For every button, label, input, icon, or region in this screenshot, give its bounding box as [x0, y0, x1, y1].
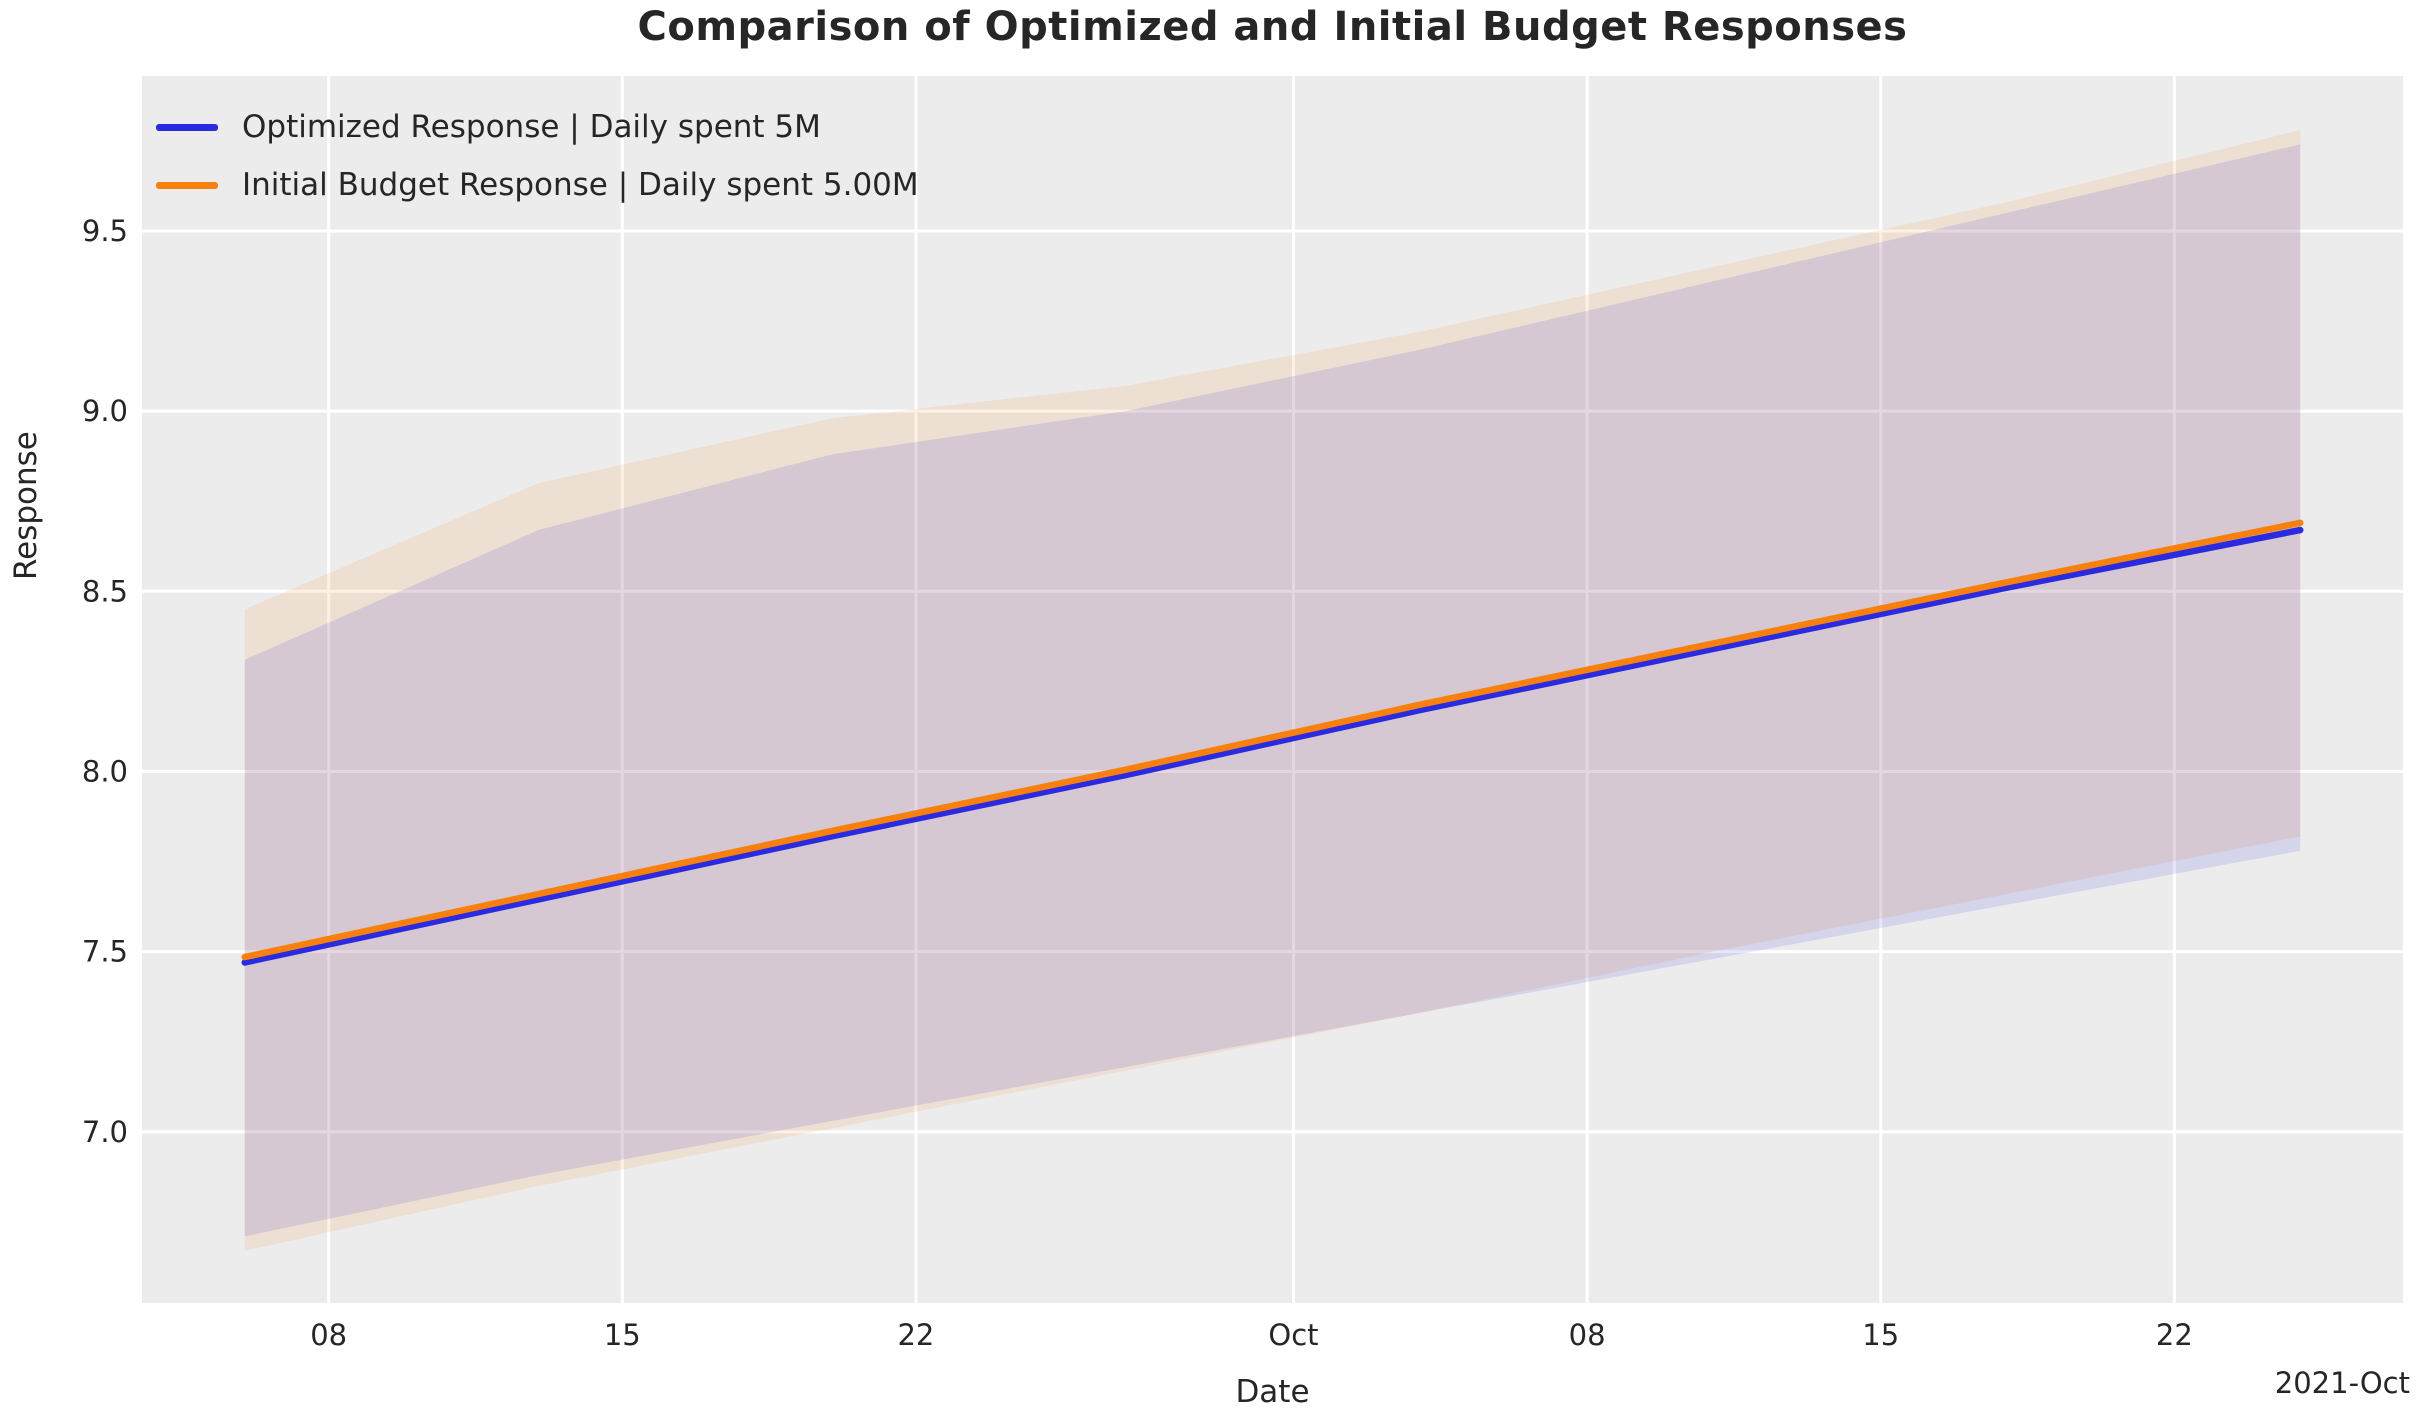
x-axis-offset-label: 2021-Oct — [2274, 1366, 2410, 1400]
y-tick-label: 7.0 — [82, 1115, 128, 1149]
y-tick-label: 8.5 — [82, 574, 128, 608]
y-tick-label: 9.5 — [82, 214, 128, 248]
legend: Optimized Response | Daily spent 5M Init… — [156, 98, 919, 214]
axes-background — [142, 76, 2403, 1303]
optimized-line-swatch-icon — [156, 123, 218, 131]
optimized-confidence-band — [244, 144, 2301, 1237]
x-tick-label: 22 — [897, 1318, 934, 1352]
x-tick-label: 22 — [2156, 1318, 2193, 1352]
legend-item-optimized: Optimized Response | Daily spent 5M — [156, 98, 919, 156]
y-axis-label: Response — [8, 431, 44, 580]
legend-label: Initial Budget Response | Daily spent 5.… — [242, 167, 919, 203]
y-tick-label: 8.0 — [82, 754, 128, 788]
x-tick-label: 15 — [1862, 1318, 1899, 1352]
initial-budget-response-line — [241, 519, 2304, 961]
x-tick-label: Oct — [1268, 1318, 1318, 1352]
legend-item-initial-budget: Initial Budget Response | Daily spent 5.… — [156, 156, 919, 214]
initial-budget-confidence-band — [244, 130, 2301, 1251]
legend-label: Optimized Response | Daily spent 5M — [242, 109, 821, 145]
optimized-response-line — [241, 526, 2304, 966]
x-axis-label: Date — [1235, 1374, 1310, 1410]
x-tick-label: 15 — [604, 1318, 641, 1352]
chart-title: Comparison of Optimized and Initial Budg… — [637, 4, 1908, 50]
x-tick-label: 08 — [1569, 1318, 1606, 1352]
x-tick-label: 08 — [310, 1318, 347, 1352]
initial-budget-line-swatch-icon — [156, 181, 218, 189]
y-tick-label: 7.5 — [82, 935, 128, 969]
y-tick-label: 9.0 — [82, 394, 128, 428]
